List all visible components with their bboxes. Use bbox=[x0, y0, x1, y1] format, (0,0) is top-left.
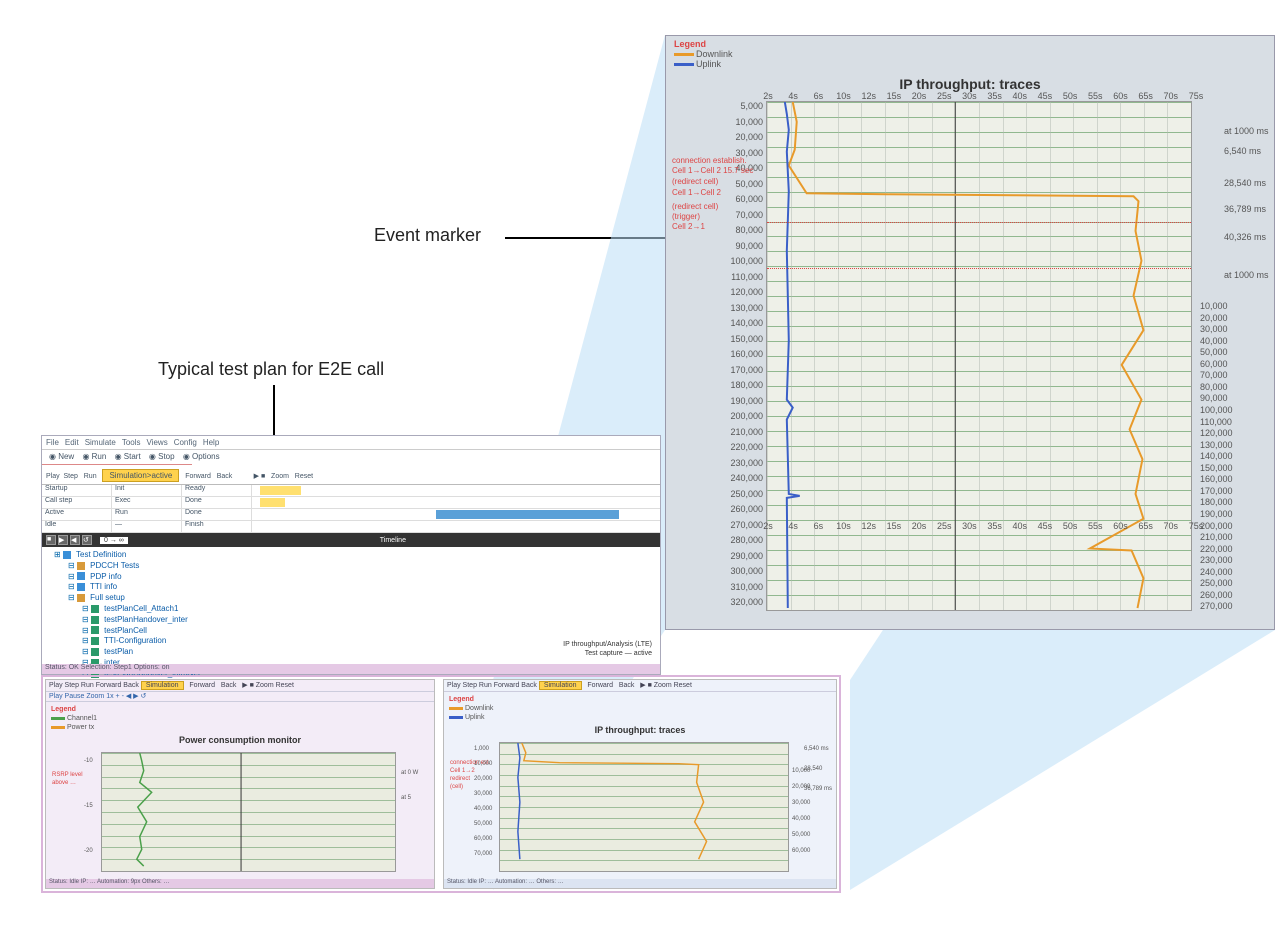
monitor-left-status: Status: Idle IP: … Automation: 9px Other… bbox=[46, 879, 434, 888]
tree-node[interactable]: ⊟ TTI info bbox=[48, 582, 654, 593]
callout-event-marker: Event marker bbox=[374, 225, 481, 246]
tree-node[interactable]: ⊟ PDP info bbox=[48, 572, 654, 583]
monitor-right-chart bbox=[499, 742, 789, 872]
monitor-right-legend: Legend DownlinkUplink bbox=[444, 692, 836, 725]
monitor-left-svg bbox=[102, 753, 395, 871]
monitor-right-svg bbox=[500, 743, 788, 871]
monitor-right-window: Play Step Run Forward Back Simulation Fo… bbox=[443, 679, 837, 889]
tree-node[interactable]: ⊟ PDCCH Tests bbox=[48, 561, 654, 572]
testplan-window: FileEditSimulateToolsViewsConfigHelp ◉ N… bbox=[41, 435, 661, 675]
timeline-field[interactable]: 0 → ∞ bbox=[100, 537, 128, 544]
testplan-grid-row[interactable]: ActiveRunDone bbox=[42, 509, 660, 521]
monitor-left-toolbar2[interactable]: Play Pause Zoom 1x + - ◀ ▶ ↺ bbox=[46, 692, 434, 702]
tree-node[interactable]: ⊟ testPlanHandover_inter bbox=[48, 615, 654, 626]
testplan-grid-row[interactable]: StartupInitReady bbox=[42, 485, 660, 497]
tree-node[interactable]: ⊟ testPlanCell bbox=[48, 626, 654, 637]
monitor-right-title: IP throughput: traces bbox=[444, 725, 836, 735]
tree-node[interactable]: ⊟ testPlanCell_Attach1 bbox=[48, 604, 654, 615]
callout-test-plan: Typical test plan for E2E call bbox=[158, 359, 384, 380]
monitor-right-step-active[interactable]: Simulation bbox=[539, 681, 582, 690]
callout-line-horiz bbox=[505, 237, 665, 239]
testplan-grid-row[interactable]: Call stepExecDone bbox=[42, 497, 660, 509]
monitor-right-status: Status: Idle IP: … Automation: … Others:… bbox=[444, 879, 836, 888]
testplan-toolbar[interactable]: ◉ New ◉ Run ◉ Start ◉ Stop ◉ Options bbox=[42, 450, 660, 463]
tree-node[interactable]: ⊞ Test Definition bbox=[48, 550, 654, 561]
timeline-icon: ◀ bbox=[70, 535, 80, 545]
monitor-left-toolbar[interactable]: Play Step Run Forward Back Simulation Fo… bbox=[46, 680, 434, 692]
timeline-icon: ▶ bbox=[58, 535, 68, 545]
monitor-left-title: Power consumption monitor bbox=[46, 735, 434, 745]
mag-legend: Legend DownlinkUplink bbox=[674, 39, 733, 69]
timeline-label: Timeline bbox=[130, 537, 656, 544]
composite-region: FileEditSimulateToolsViewsConfigHelp ◉ N… bbox=[41, 435, 841, 895]
testplan-timeline-header[interactable]: ■ ▶ ◀ ↺ 0 → ∞ Timeline bbox=[42, 533, 660, 547]
timeline-icon: ↺ bbox=[82, 535, 92, 545]
monitor-left-step-active[interactable]: Simulation bbox=[141, 681, 184, 690]
monitor-left-legend: Legend Channel1Power tx bbox=[46, 702, 434, 735]
testplan-menubar[interactable]: FileEditSimulateToolsViewsConfigHelp bbox=[42, 436, 660, 450]
tree-node[interactable]: ⊟ Full setup bbox=[48, 593, 654, 604]
testplan-step-active[interactable]: Simulation>active bbox=[102, 469, 179, 482]
testplan-grid: StartupInitReady Call stepExecDone Activ… bbox=[42, 484, 660, 533]
testplan-grid-row[interactable]: Idle—Finish bbox=[42, 521, 660, 533]
monitor-right-toolbar[interactable]: Play Step Run Forward Back Simulation Fo… bbox=[444, 680, 836, 692]
testplan-status-bar: Status: OK Selection: Step1 Options: on bbox=[42, 664, 660, 674]
monitor-left-window: Play Step Run Forward Back Simulation Fo… bbox=[45, 679, 435, 889]
mag-chart-title: IP throughput: traces bbox=[666, 36, 1274, 92]
testplan-side-label: IP throughput/Analysis (LTE) Test captur… bbox=[563, 641, 652, 658]
monitor-left-chart bbox=[101, 752, 396, 872]
testplan-underline bbox=[42, 464, 192, 465]
timeline-icon: ■ bbox=[46, 535, 56, 545]
testplan-toolbar2[interactable]: Play Step Run Simulation>active Forward … bbox=[42, 467, 660, 484]
